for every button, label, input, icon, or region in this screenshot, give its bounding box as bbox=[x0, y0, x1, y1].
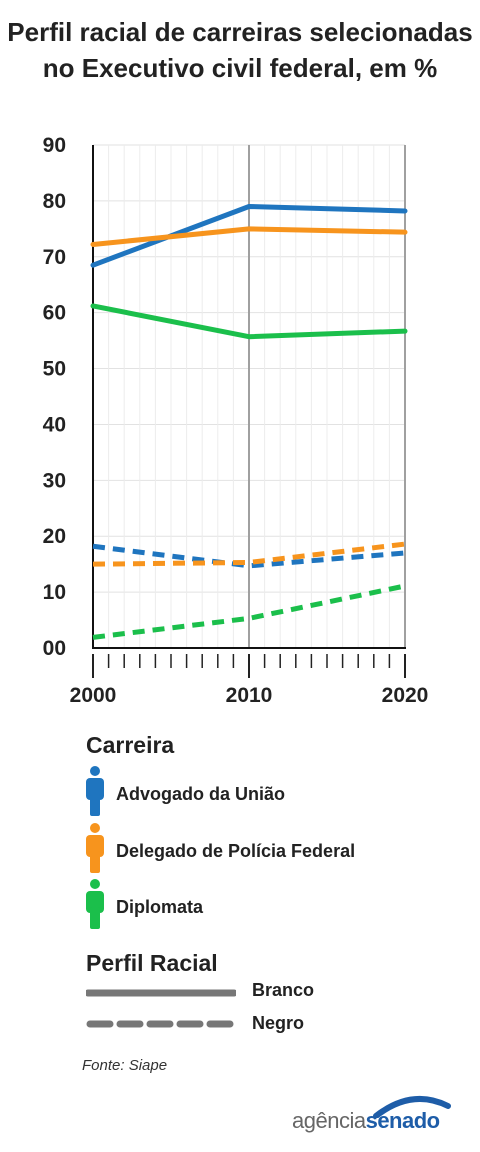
legend-label: Advogado da União bbox=[116, 783, 286, 804]
series-line bbox=[90, 303, 408, 340]
person-icon bbox=[84, 821, 106, 881]
source-note: Fonte: Siape bbox=[82, 1057, 168, 1074]
x-tick-label: 2010 bbox=[226, 684, 273, 707]
legend-label: Diplomata bbox=[116, 896, 204, 917]
legend-item-branco: Branco bbox=[86, 980, 314, 1001]
legend-item-delegado: Delegado de Polícia Federal bbox=[84, 821, 355, 881]
series-line bbox=[90, 203, 408, 268]
y-tick-label: 50 bbox=[43, 358, 66, 381]
y-tick-label: 10 bbox=[43, 581, 66, 604]
brand-part-2: senado bbox=[365, 1108, 441, 1133]
y-tick-label: 30 bbox=[43, 469, 66, 492]
y-tick-label: 90 bbox=[43, 134, 66, 157]
y-tick-label: 40 bbox=[43, 413, 66, 436]
y-tick-label: 60 bbox=[43, 302, 66, 325]
legend-profile-title: Perfil Racial bbox=[86, 950, 218, 976]
legend-label: Branco bbox=[252, 980, 315, 1000]
x-tick-label: 2000 bbox=[70, 684, 117, 707]
person-icon bbox=[84, 877, 106, 937]
y-tick-label: 70 bbox=[43, 246, 66, 269]
series-line bbox=[90, 226, 408, 247]
x-tick-label: 2020 bbox=[382, 684, 429, 707]
y-tick-label: 00 bbox=[43, 637, 66, 660]
legend-label: Delegado de Polícia Federal bbox=[116, 840, 356, 861]
dashed-line-icon bbox=[86, 1020, 236, 1027]
brand-arc-icon bbox=[373, 1095, 451, 1118]
line-chart: 00 10 20 30 40 50 60 70 80 90 2000 2010 2020 bbox=[43, 134, 429, 707]
brand-logo: agênciasenado bbox=[292, 1108, 440, 1134]
brand-part-1: agência bbox=[292, 1108, 366, 1133]
legend-career-title: Carreira bbox=[86, 732, 175, 758]
legend-item-negro: Negro bbox=[86, 1013, 304, 1034]
series-line bbox=[92, 543, 406, 569]
chart-title: Perfil racial de carreiras selecionadas … bbox=[7, 17, 473, 83]
y-tick-label: 20 bbox=[43, 525, 66, 548]
legend-item-advogado: Advogado da União bbox=[84, 764, 285, 824]
legend-item-diplomata: Diplomata bbox=[84, 877, 203, 937]
y-tick-label: 80 bbox=[43, 190, 66, 213]
person-icon bbox=[84, 764, 106, 824]
series-line bbox=[92, 541, 406, 567]
legend-label: Negro bbox=[252, 1013, 305, 1033]
solid-line-icon bbox=[86, 989, 236, 996]
series-line bbox=[92, 583, 406, 640]
